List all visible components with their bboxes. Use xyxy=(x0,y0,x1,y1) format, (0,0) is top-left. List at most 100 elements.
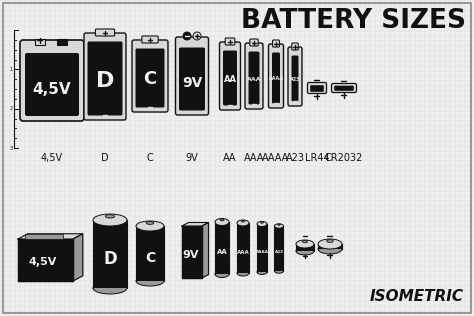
Ellipse shape xyxy=(302,240,308,243)
Ellipse shape xyxy=(220,219,224,221)
FancyBboxPatch shape xyxy=(268,44,283,108)
FancyBboxPatch shape xyxy=(310,85,324,92)
FancyBboxPatch shape xyxy=(272,52,280,104)
FancyBboxPatch shape xyxy=(273,40,280,47)
Text: 9V: 9V xyxy=(183,250,199,260)
Ellipse shape xyxy=(136,276,164,286)
Ellipse shape xyxy=(215,218,229,226)
Ellipse shape xyxy=(237,220,249,226)
Text: 4,5V: 4,5V xyxy=(33,82,71,97)
Text: D: D xyxy=(101,153,109,163)
Polygon shape xyxy=(18,234,83,239)
Text: 2: 2 xyxy=(10,106,13,111)
FancyBboxPatch shape xyxy=(288,47,302,106)
FancyBboxPatch shape xyxy=(142,36,158,43)
FancyBboxPatch shape xyxy=(84,33,126,120)
FancyBboxPatch shape xyxy=(331,83,356,93)
Ellipse shape xyxy=(278,224,280,225)
FancyBboxPatch shape xyxy=(25,53,79,116)
FancyBboxPatch shape xyxy=(219,42,240,110)
Bar xyxy=(25,234,63,239)
Polygon shape xyxy=(18,239,73,281)
FancyBboxPatch shape xyxy=(136,48,164,107)
Text: AA: AA xyxy=(224,75,237,84)
Polygon shape xyxy=(73,234,83,281)
Text: LR44: LR44 xyxy=(305,153,329,163)
Polygon shape xyxy=(182,226,202,278)
Text: C: C xyxy=(146,153,154,163)
Ellipse shape xyxy=(318,244,342,254)
Ellipse shape xyxy=(296,247,314,255)
FancyBboxPatch shape xyxy=(292,56,299,101)
Text: AA: AA xyxy=(223,153,237,163)
Ellipse shape xyxy=(257,270,267,275)
Ellipse shape xyxy=(241,220,245,222)
Bar xyxy=(35,39,45,45)
Text: ISOMETRIC: ISOMETRIC xyxy=(370,289,464,304)
FancyBboxPatch shape xyxy=(308,82,327,94)
Bar xyxy=(57,39,67,45)
Circle shape xyxy=(193,32,201,40)
Ellipse shape xyxy=(93,214,127,226)
Ellipse shape xyxy=(274,269,283,273)
Polygon shape xyxy=(136,226,164,281)
Text: AAAA: AAAA xyxy=(263,153,290,163)
Polygon shape xyxy=(215,222,229,274)
FancyBboxPatch shape xyxy=(225,38,235,45)
FancyBboxPatch shape xyxy=(95,29,115,36)
Ellipse shape xyxy=(261,222,264,223)
Ellipse shape xyxy=(105,215,115,218)
FancyBboxPatch shape xyxy=(179,47,205,111)
Ellipse shape xyxy=(318,239,342,249)
Polygon shape xyxy=(257,224,267,272)
Polygon shape xyxy=(274,226,283,271)
Text: C: C xyxy=(143,70,156,88)
Text: 1: 1 xyxy=(10,67,13,72)
Polygon shape xyxy=(93,220,127,288)
FancyBboxPatch shape xyxy=(292,43,298,50)
Polygon shape xyxy=(202,222,209,278)
Polygon shape xyxy=(296,244,314,251)
FancyBboxPatch shape xyxy=(132,40,168,112)
Text: AAAA: AAAA xyxy=(255,250,268,254)
Polygon shape xyxy=(182,222,209,226)
Text: 3: 3 xyxy=(10,145,13,150)
Text: AAAA: AAAA xyxy=(268,76,283,82)
Ellipse shape xyxy=(93,282,127,294)
Polygon shape xyxy=(237,223,249,273)
Text: 4,5V: 4,5V xyxy=(41,153,63,163)
Ellipse shape xyxy=(274,224,283,228)
Ellipse shape xyxy=(327,240,333,242)
FancyBboxPatch shape xyxy=(245,43,263,109)
Ellipse shape xyxy=(296,240,314,248)
Ellipse shape xyxy=(136,221,164,231)
Text: AA: AA xyxy=(217,249,228,255)
Ellipse shape xyxy=(146,222,154,224)
Ellipse shape xyxy=(257,222,267,227)
Text: 9V: 9V xyxy=(182,76,202,90)
Text: A23: A23 xyxy=(274,250,283,254)
Text: CR2032: CR2032 xyxy=(325,153,363,163)
FancyBboxPatch shape xyxy=(223,51,237,106)
Text: 4,5V: 4,5V xyxy=(28,257,57,267)
Text: C: C xyxy=(145,251,155,265)
Text: A23: A23 xyxy=(290,77,300,82)
Text: D: D xyxy=(103,251,117,268)
Ellipse shape xyxy=(215,270,229,277)
FancyBboxPatch shape xyxy=(248,52,259,105)
Ellipse shape xyxy=(237,270,249,276)
FancyBboxPatch shape xyxy=(175,37,209,115)
Text: A23: A23 xyxy=(285,153,304,163)
Text: 9V: 9V xyxy=(186,153,199,163)
Text: AAA: AAA xyxy=(246,76,261,82)
FancyBboxPatch shape xyxy=(250,39,258,46)
Polygon shape xyxy=(318,244,342,249)
FancyBboxPatch shape xyxy=(88,41,122,116)
Text: D: D xyxy=(96,71,114,91)
FancyBboxPatch shape xyxy=(334,86,354,91)
Text: BATTERY SIZES: BATTERY SIZES xyxy=(241,8,466,34)
Text: AAA: AAA xyxy=(244,153,264,163)
Text: AAA: AAA xyxy=(237,250,249,254)
Circle shape xyxy=(183,32,191,40)
FancyBboxPatch shape xyxy=(20,40,84,121)
